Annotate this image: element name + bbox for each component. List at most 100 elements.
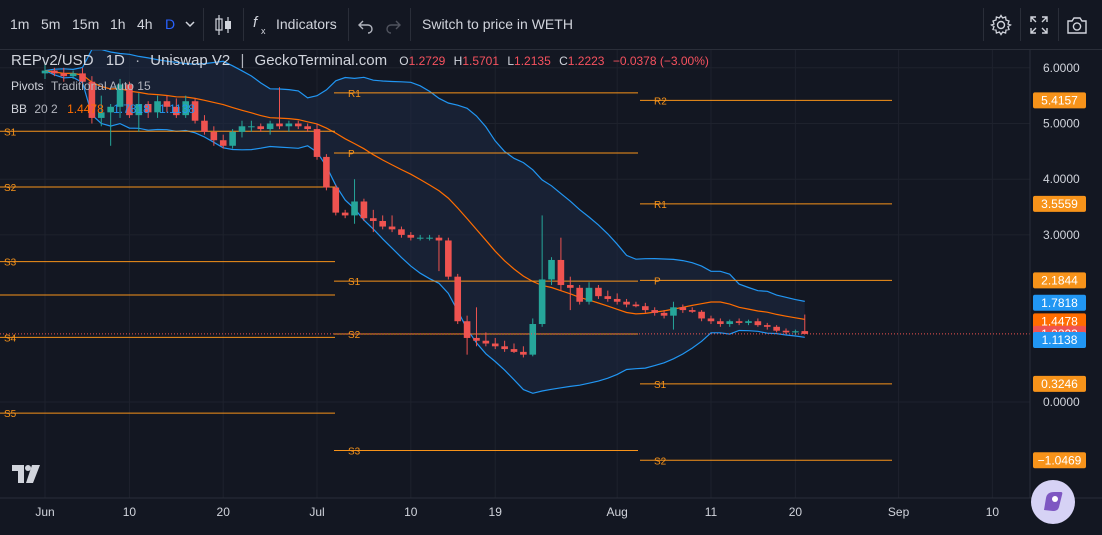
pivot-label: S3 <box>4 258 17 269</box>
candle <box>398 226 405 238</box>
legend-symbol[interactable]: REPv2/USD <box>11 52 94 69</box>
pivots-indicator-params: Traditional Auto 15 <box>51 79 151 93</box>
candle <box>173 98 180 118</box>
legend-exchange: Uniswap V2 <box>150 52 231 69</box>
candle <box>595 285 602 299</box>
candle-body <box>229 131 236 146</box>
candle <box>454 273 462 325</box>
candle <box>717 318 724 327</box>
toolbar-divider <box>1058 8 1059 41</box>
candle <box>660 310 668 319</box>
y-tick-label: 5.0000 <box>1043 117 1080 131</box>
candle <box>501 340 508 352</box>
x-tick-label: Sep <box>888 505 910 519</box>
candle-body <box>285 123 293 127</box>
candle-body <box>801 331 809 334</box>
geckoterminal-badge[interactable] <box>1031 480 1075 524</box>
y-tick-label: 3.0000 <box>1043 228 1080 242</box>
tradingview-logo[interactable] <box>10 463 42 485</box>
candle-body <box>510 349 518 352</box>
indicators-button[interactable]: Indicators <box>276 16 337 32</box>
candle <box>370 209 377 233</box>
candle <box>773 325 780 333</box>
pivot-label: S1 <box>654 380 667 391</box>
candle-body <box>351 201 358 216</box>
candle-body <box>201 120 208 132</box>
bb-indicator-params: 20 2 <box>34 102 58 116</box>
candle-body <box>210 131 218 141</box>
candle-body <box>332 187 340 213</box>
pivot-label: S3 <box>348 446 361 457</box>
price-axis-label: 5.4157 <box>1033 92 1086 109</box>
camera-snapshot-icon[interactable] <box>1066 15 1088 35</box>
bb-indicator-name: BB <box>11 102 28 116</box>
candle-body <box>660 312 668 316</box>
x-tick-label: Jun <box>35 505 54 519</box>
candle-body <box>60 73 68 77</box>
candle <box>351 179 358 224</box>
timeframe-15m[interactable]: 15m <box>72 16 100 32</box>
candle <box>745 319 752 326</box>
legend-pivots-row[interactable]: Pivots Traditional Auto 15 <box>11 79 151 93</box>
chart-area[interactable]: S1 S2 S3 S4 S5 R1 P S1 S2 S3 R2 R1 P S1 S2 6.0000 5.0000… <box>0 48 1102 530</box>
candle-body <box>182 101 189 116</box>
candle-body <box>557 259 565 286</box>
chevron-down-icon[interactable] <box>184 19 196 29</box>
pivot-label: S5 <box>4 409 17 420</box>
candle <box>726 319 734 327</box>
candle <box>276 87 283 130</box>
price-chart[interactable]: S1 S2 S3 S4 S5 R1 P S1 S2 S3 R2 R1 P S1 S2 6.0000 5.0000… <box>0 48 1102 530</box>
candle-body <box>445 240 452 277</box>
svg-text:x: x <box>261 26 266 36</box>
candle <box>313 123 321 160</box>
candle <box>191 98 199 124</box>
svg-text:f: f <box>253 14 259 31</box>
legend-bb-row[interactable]: BB 20 2 1.4478 1.7818 1.1138 <box>11 102 195 116</box>
x-tick-label: 10 <box>123 505 137 519</box>
timeframe-4h[interactable]: 4h <box>137 16 153 32</box>
candle <box>219 134 227 149</box>
candle <box>388 215 396 233</box>
candle-body <box>360 201 368 219</box>
bollinger-upper-band <box>44 48 805 302</box>
price-label-bg <box>1033 272 1086 289</box>
fullscreen-icon[interactable] <box>1029 15 1049 35</box>
candle <box>642 302 649 313</box>
candle-body <box>97 112 105 118</box>
timeframe-5m[interactable]: 5m <box>41 16 61 32</box>
switch-price-weth-button[interactable]: Switch to price in WETH <box>422 16 573 32</box>
candle <box>163 95 171 113</box>
candle-body <box>735 321 743 323</box>
timeframe-d[interactable]: D <box>165 16 176 32</box>
undo-icon[interactable] <box>357 16 375 34</box>
candle-body <box>163 101 171 107</box>
settings-gear-icon[interactable] <box>990 14 1012 36</box>
candle <box>144 101 152 118</box>
candle-body <box>219 140 227 146</box>
redo-icon[interactable] <box>384 16 402 34</box>
price-label-bg <box>1033 294 1086 311</box>
candle-body <box>642 306 649 311</box>
candle-body <box>473 337 480 341</box>
candle-body <box>135 104 143 116</box>
bb-lower-value: 1.1138 <box>159 102 195 116</box>
timeframe-1m[interactable]: 1m <box>10 16 30 32</box>
candle-body <box>538 279 546 325</box>
candle <box>576 285 583 305</box>
price-axis-label: 1.4478 <box>1033 313 1086 330</box>
candles-chart-type-icon[interactable] <box>213 13 233 37</box>
candle <box>707 315 715 325</box>
candle <box>623 298 630 308</box>
pivot-label: R1 <box>654 200 667 211</box>
price-label-text: 1.1138 <box>1042 333 1078 347</box>
x-tick-label: 20 <box>217 505 231 519</box>
candle-body <box>623 301 630 305</box>
x-tick-label: Aug <box>607 505 628 519</box>
timeframe-1h[interactable]: 1h <box>110 16 126 32</box>
candle-body <box>501 346 508 350</box>
candle-body <box>491 343 499 347</box>
candle-body <box>51 70 58 74</box>
price-label-bg <box>1033 375 1086 392</box>
candle-body <box>276 123 283 127</box>
